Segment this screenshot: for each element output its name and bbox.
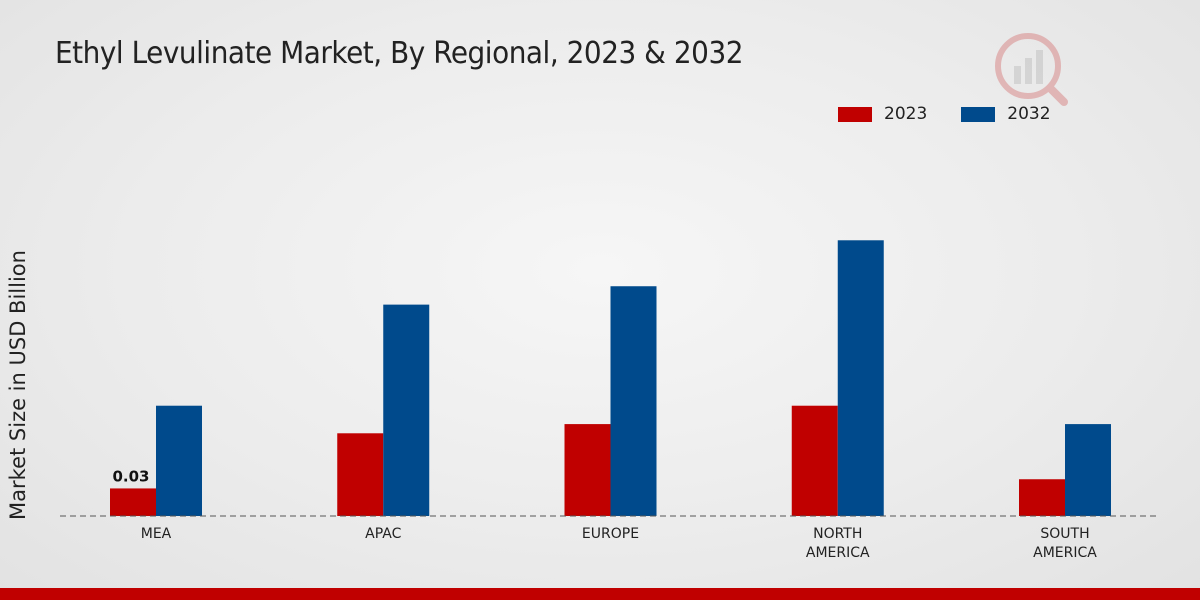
x-tick-north-america: NORTH AMERICA (806, 526, 870, 561)
x-tick-mea: MEA (141, 526, 172, 542)
legend-swatch-2023 (838, 106, 872, 122)
legend-swatch-2032 (961, 106, 996, 122)
x-tick-europe: EUROPE (582, 526, 639, 542)
bar-2032-apac (383, 304, 430, 516)
legend-label-2023: 2023 (884, 104, 928, 124)
bar-2023-europe (564, 424, 611, 516)
bar-2023-mea (110, 488, 156, 516)
bar-2023-north-america (791, 405, 838, 516)
legend-label-2032: 2032 (1007, 104, 1051, 124)
legend-item-2032: 2032 (961, 104, 1051, 124)
bar-2023-apac (337, 433, 384, 516)
chart-title: Ethyl Levulinate Market, By Regional, 20… (55, 36, 744, 71)
bar-2032-mea (156, 405, 202, 516)
legend-item-2023: 2023 (838, 104, 927, 124)
bar-2032-europe (610, 286, 657, 516)
bar-2032-south-america (1065, 424, 1111, 516)
x-tick-south-america: SOUTH AMERICA (1033, 526, 1097, 561)
x-tick-apac: APAC (365, 526, 401, 542)
watermark-logo-icon (995, 33, 1068, 106)
bar-2032-north-america (837, 240, 884, 517)
bar-2023-south-america (1019, 479, 1065, 516)
data-label-2023-0: 0.03 (112, 467, 149, 485)
bottom-accent-bar (0, 588, 1200, 600)
legend: 2023 2032 (838, 104, 1085, 124)
